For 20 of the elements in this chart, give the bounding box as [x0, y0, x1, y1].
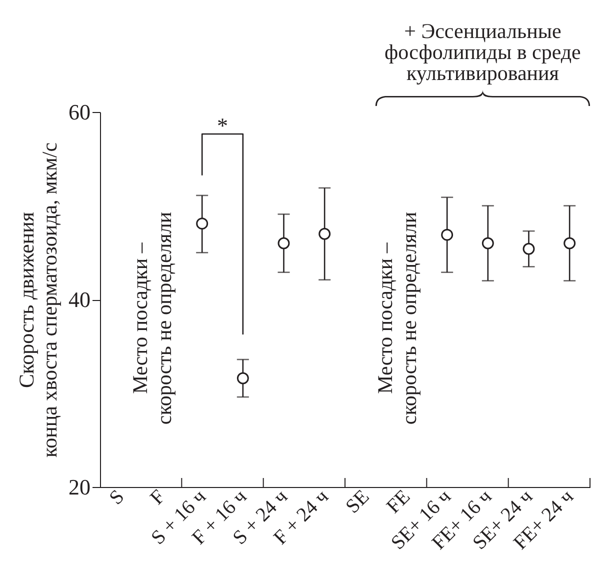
point — [482, 237, 494, 250]
point — [564, 237, 576, 250]
annotation: Место посадки – скорость не определяли — [372, 212, 421, 425]
y-tick-label: 20 — [68, 474, 90, 500]
x-tick-label: S — [105, 486, 129, 510]
point — [196, 218, 208, 230]
point — [318, 228, 331, 240]
point — [522, 242, 535, 255]
y-tick-label: 40 — [68, 287, 90, 312]
x-tick-label: SE — [342, 486, 374, 518]
point — [236, 372, 249, 384]
point — [441, 228, 454, 241]
annotation: * — [217, 113, 228, 138]
point — [278, 237, 290, 250]
y-axis-title: Скорость движения конца хвоста сперматозоида, мкм/с — [14, 142, 62, 458]
x-tick-label: FE — [382, 486, 415, 518]
x-tick-label: F — [146, 486, 170, 510]
y-tick-label: 60 — [68, 100, 90, 124]
annotation: Место посадки – скорость не определяли — [128, 212, 176, 425]
text: + Эссенциальные фосфолипиды в среде культивирования — [384, 19, 581, 85]
